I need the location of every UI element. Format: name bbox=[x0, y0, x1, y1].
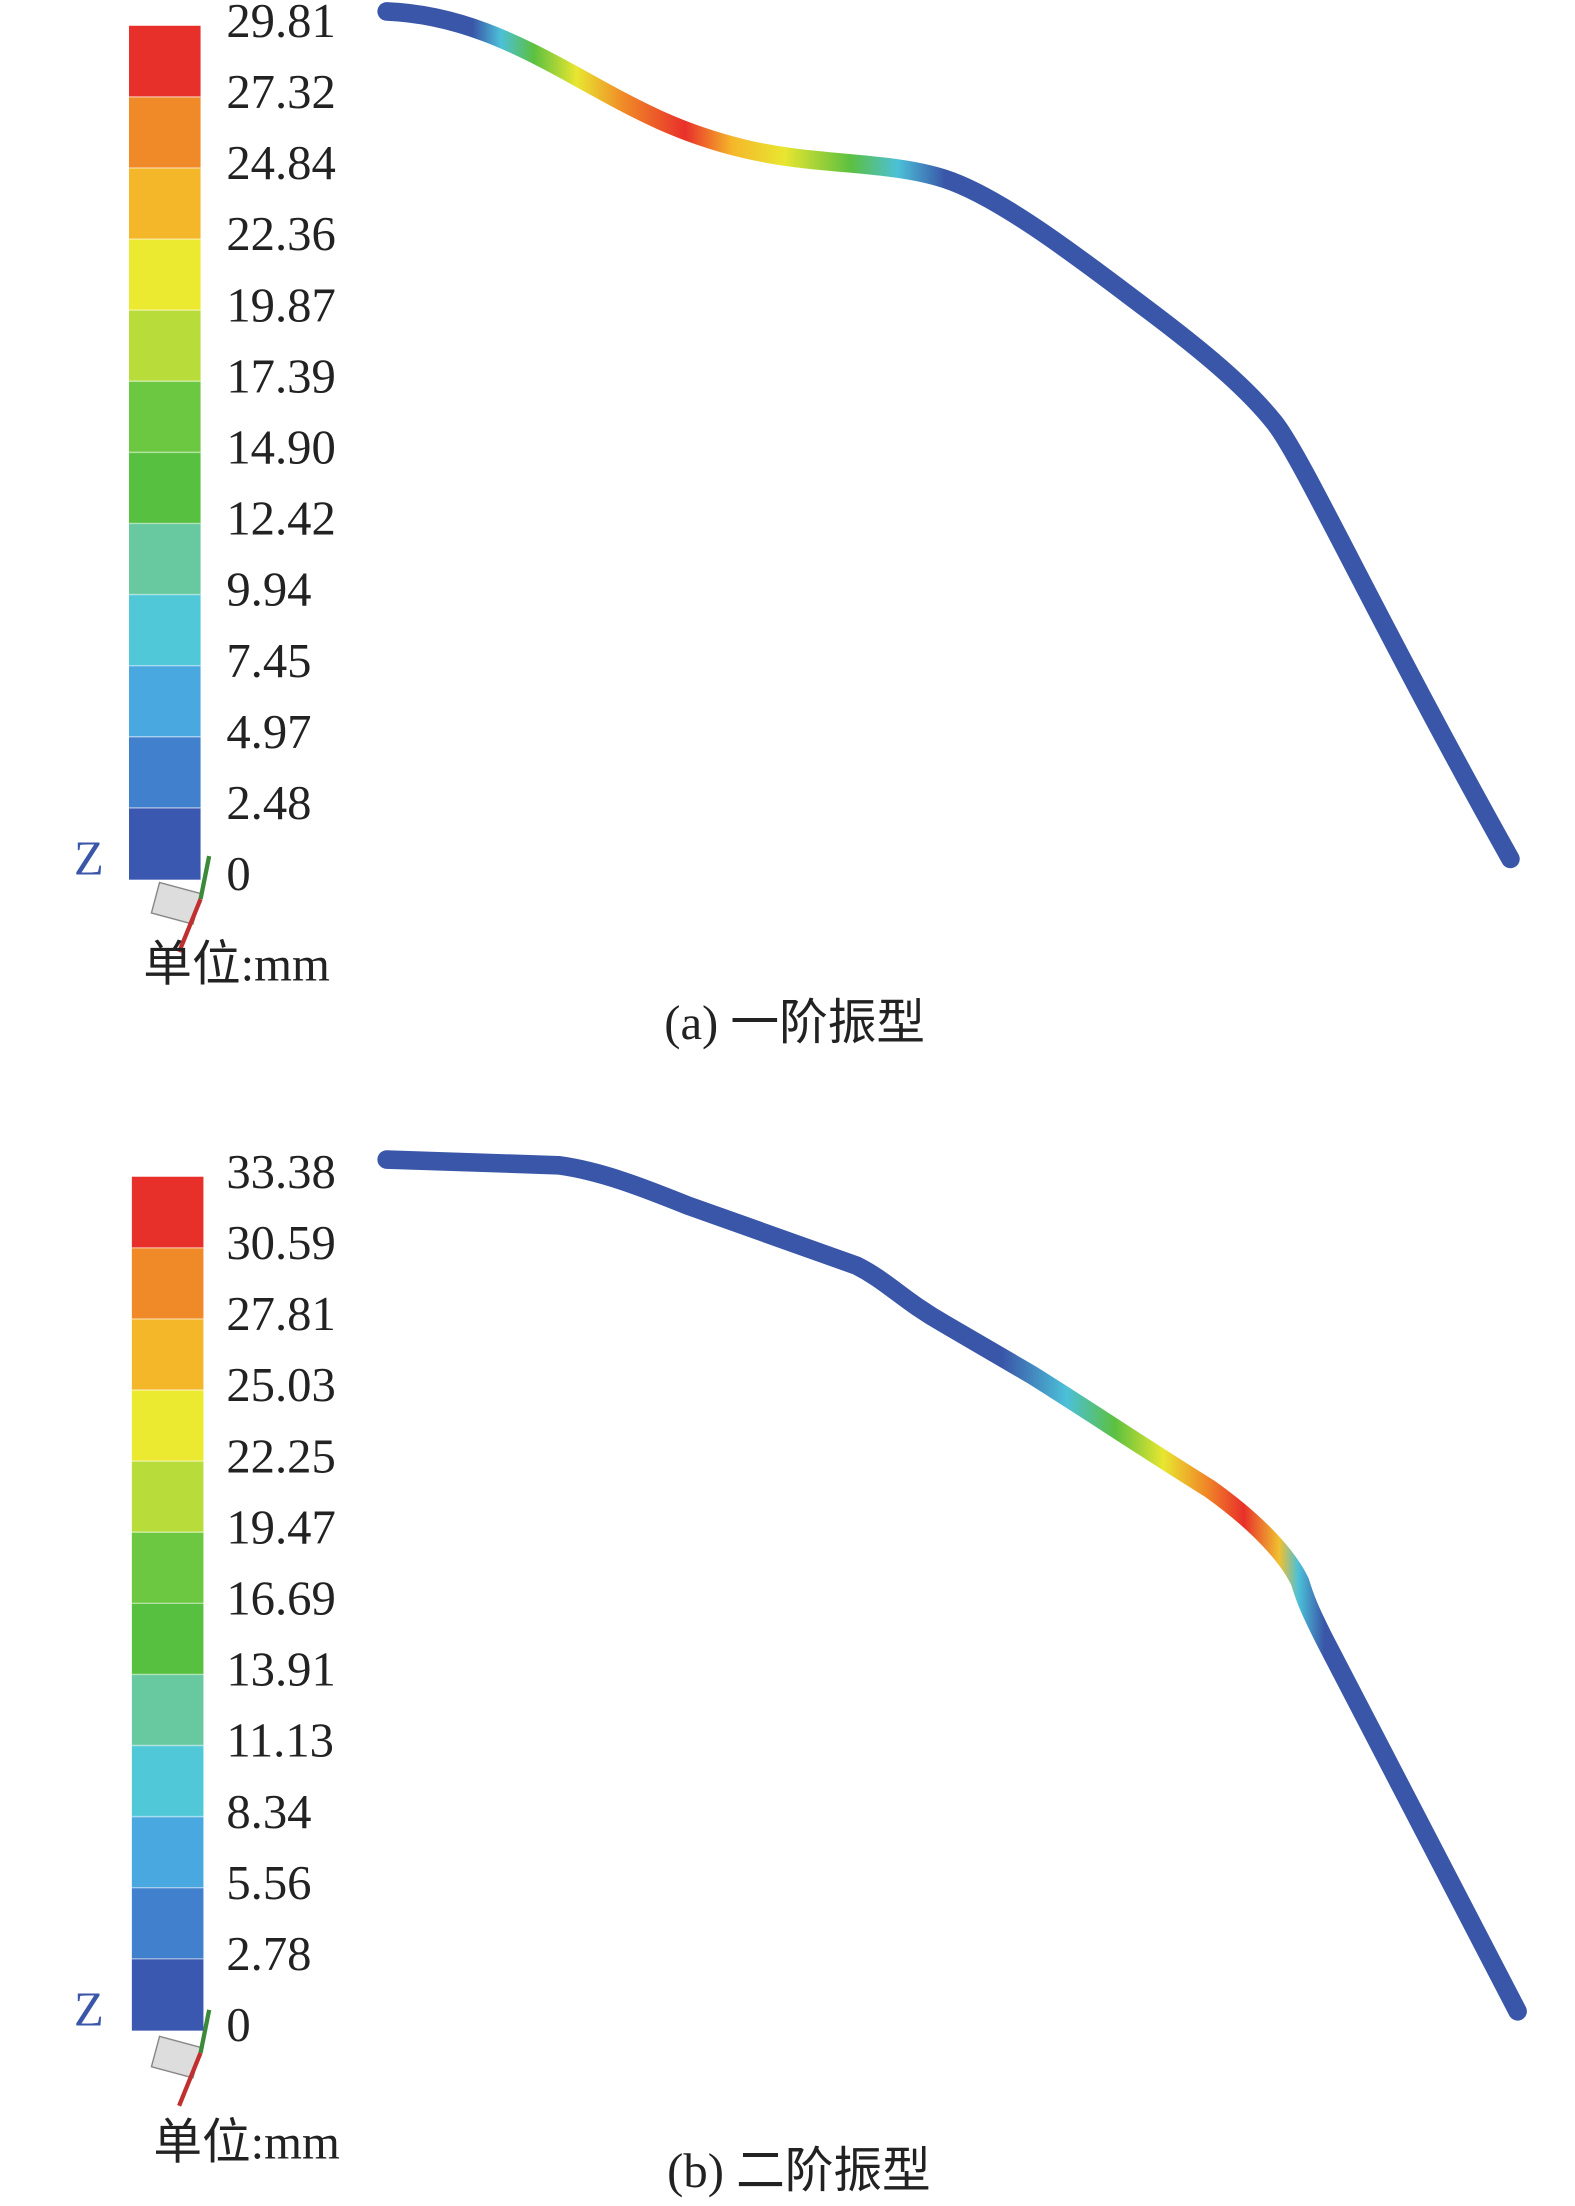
legend-tick-label: 16.69 bbox=[226, 1571, 335, 1625]
colorbar-band bbox=[128, 25, 201, 98]
colorbar-band bbox=[128, 523, 201, 596]
legend-tick-label: 24.84 bbox=[226, 136, 335, 190]
axis-label: Z bbox=[74, 1982, 104, 2036]
colorbar-band bbox=[128, 310, 201, 382]
colorbar-band bbox=[131, 1816, 204, 1889]
legend-tick-label: 30.59 bbox=[226, 1216, 335, 1270]
triad-b bbox=[150, 2009, 212, 2107]
caption: (a) 一阶振型 bbox=[664, 996, 925, 1050]
legend-tick-label: 25.03 bbox=[226, 1358, 335, 1412]
legend-tick-label: 29.81 bbox=[226, 0, 335, 48]
colorbar-band bbox=[128, 167, 201, 240]
colorbar-band bbox=[128, 96, 201, 169]
colorbar-band bbox=[128, 239, 201, 311]
legend-tick-label: 9.94 bbox=[226, 563, 311, 617]
legend-tick-label: 11.13 bbox=[226, 1714, 334, 1768]
beam-mode-2 bbox=[377, 1150, 1527, 2021]
legend-tick-label: 17.39 bbox=[226, 349, 335, 403]
legend-tick-label: 12.42 bbox=[226, 492, 335, 546]
legend-tick-label: 27.81 bbox=[226, 1287, 335, 1341]
caption: (b) 二阶振型 bbox=[667, 2144, 931, 2198]
colorbar-band bbox=[128, 452, 201, 525]
legend-tick-label: 33.38 bbox=[226, 1145, 335, 1199]
legend-tick-label: 2.78 bbox=[226, 1927, 311, 1981]
colorbar-band bbox=[128, 736, 201, 809]
legend-tick-label: 5.56 bbox=[226, 1856, 311, 1910]
legend-tick-label: 0 bbox=[226, 1998, 250, 2052]
legend-tick-label: 19.47 bbox=[226, 1500, 335, 1554]
beam-mode-1 bbox=[377, 2, 1520, 869]
axis-label: Z bbox=[74, 831, 104, 885]
legend-tick-label: 27.32 bbox=[226, 65, 335, 119]
colorbar-band bbox=[131, 1603, 204, 1676]
legend-tick-label: 8.34 bbox=[226, 1785, 311, 1839]
colorbar-band bbox=[131, 1958, 204, 2031]
unit-label: 单位:mm bbox=[153, 2115, 340, 2169]
legend-tick-label: 0 bbox=[226, 847, 250, 901]
colorbar-band bbox=[131, 1318, 204, 1391]
colorbar-band bbox=[128, 665, 201, 738]
legend-tick-label: 7.45 bbox=[226, 634, 311, 688]
colorbar-band bbox=[131, 1674, 204, 1747]
legend-tick-label: 22.25 bbox=[226, 1429, 335, 1483]
colorbar-band bbox=[128, 594, 201, 667]
colorbar-band bbox=[128, 807, 201, 880]
triad-a bbox=[150, 855, 212, 953]
legend-tick-label: 22.36 bbox=[226, 207, 335, 261]
colorbar-band bbox=[131, 1887, 204, 1960]
colorbar-band bbox=[131, 1461, 204, 1533]
legend-tick-label: 19.87 bbox=[226, 278, 335, 332]
colorbar-band bbox=[131, 1532, 204, 1605]
colorbar-band bbox=[131, 1247, 204, 1320]
colorbar-band bbox=[131, 1745, 204, 1818]
colorbar-band bbox=[131, 1176, 204, 1249]
unit-label: 单位:mm bbox=[143, 937, 330, 991]
colorbar-band bbox=[131, 1390, 204, 1462]
colorbar-band bbox=[128, 381, 201, 454]
legend-tick-label: 2.48 bbox=[226, 776, 311, 830]
legend-tick-label: 14.90 bbox=[226, 421, 335, 475]
legend-tick-label: 4.97 bbox=[226, 705, 311, 759]
legend-tick-label: 13.91 bbox=[226, 1643, 335, 1697]
